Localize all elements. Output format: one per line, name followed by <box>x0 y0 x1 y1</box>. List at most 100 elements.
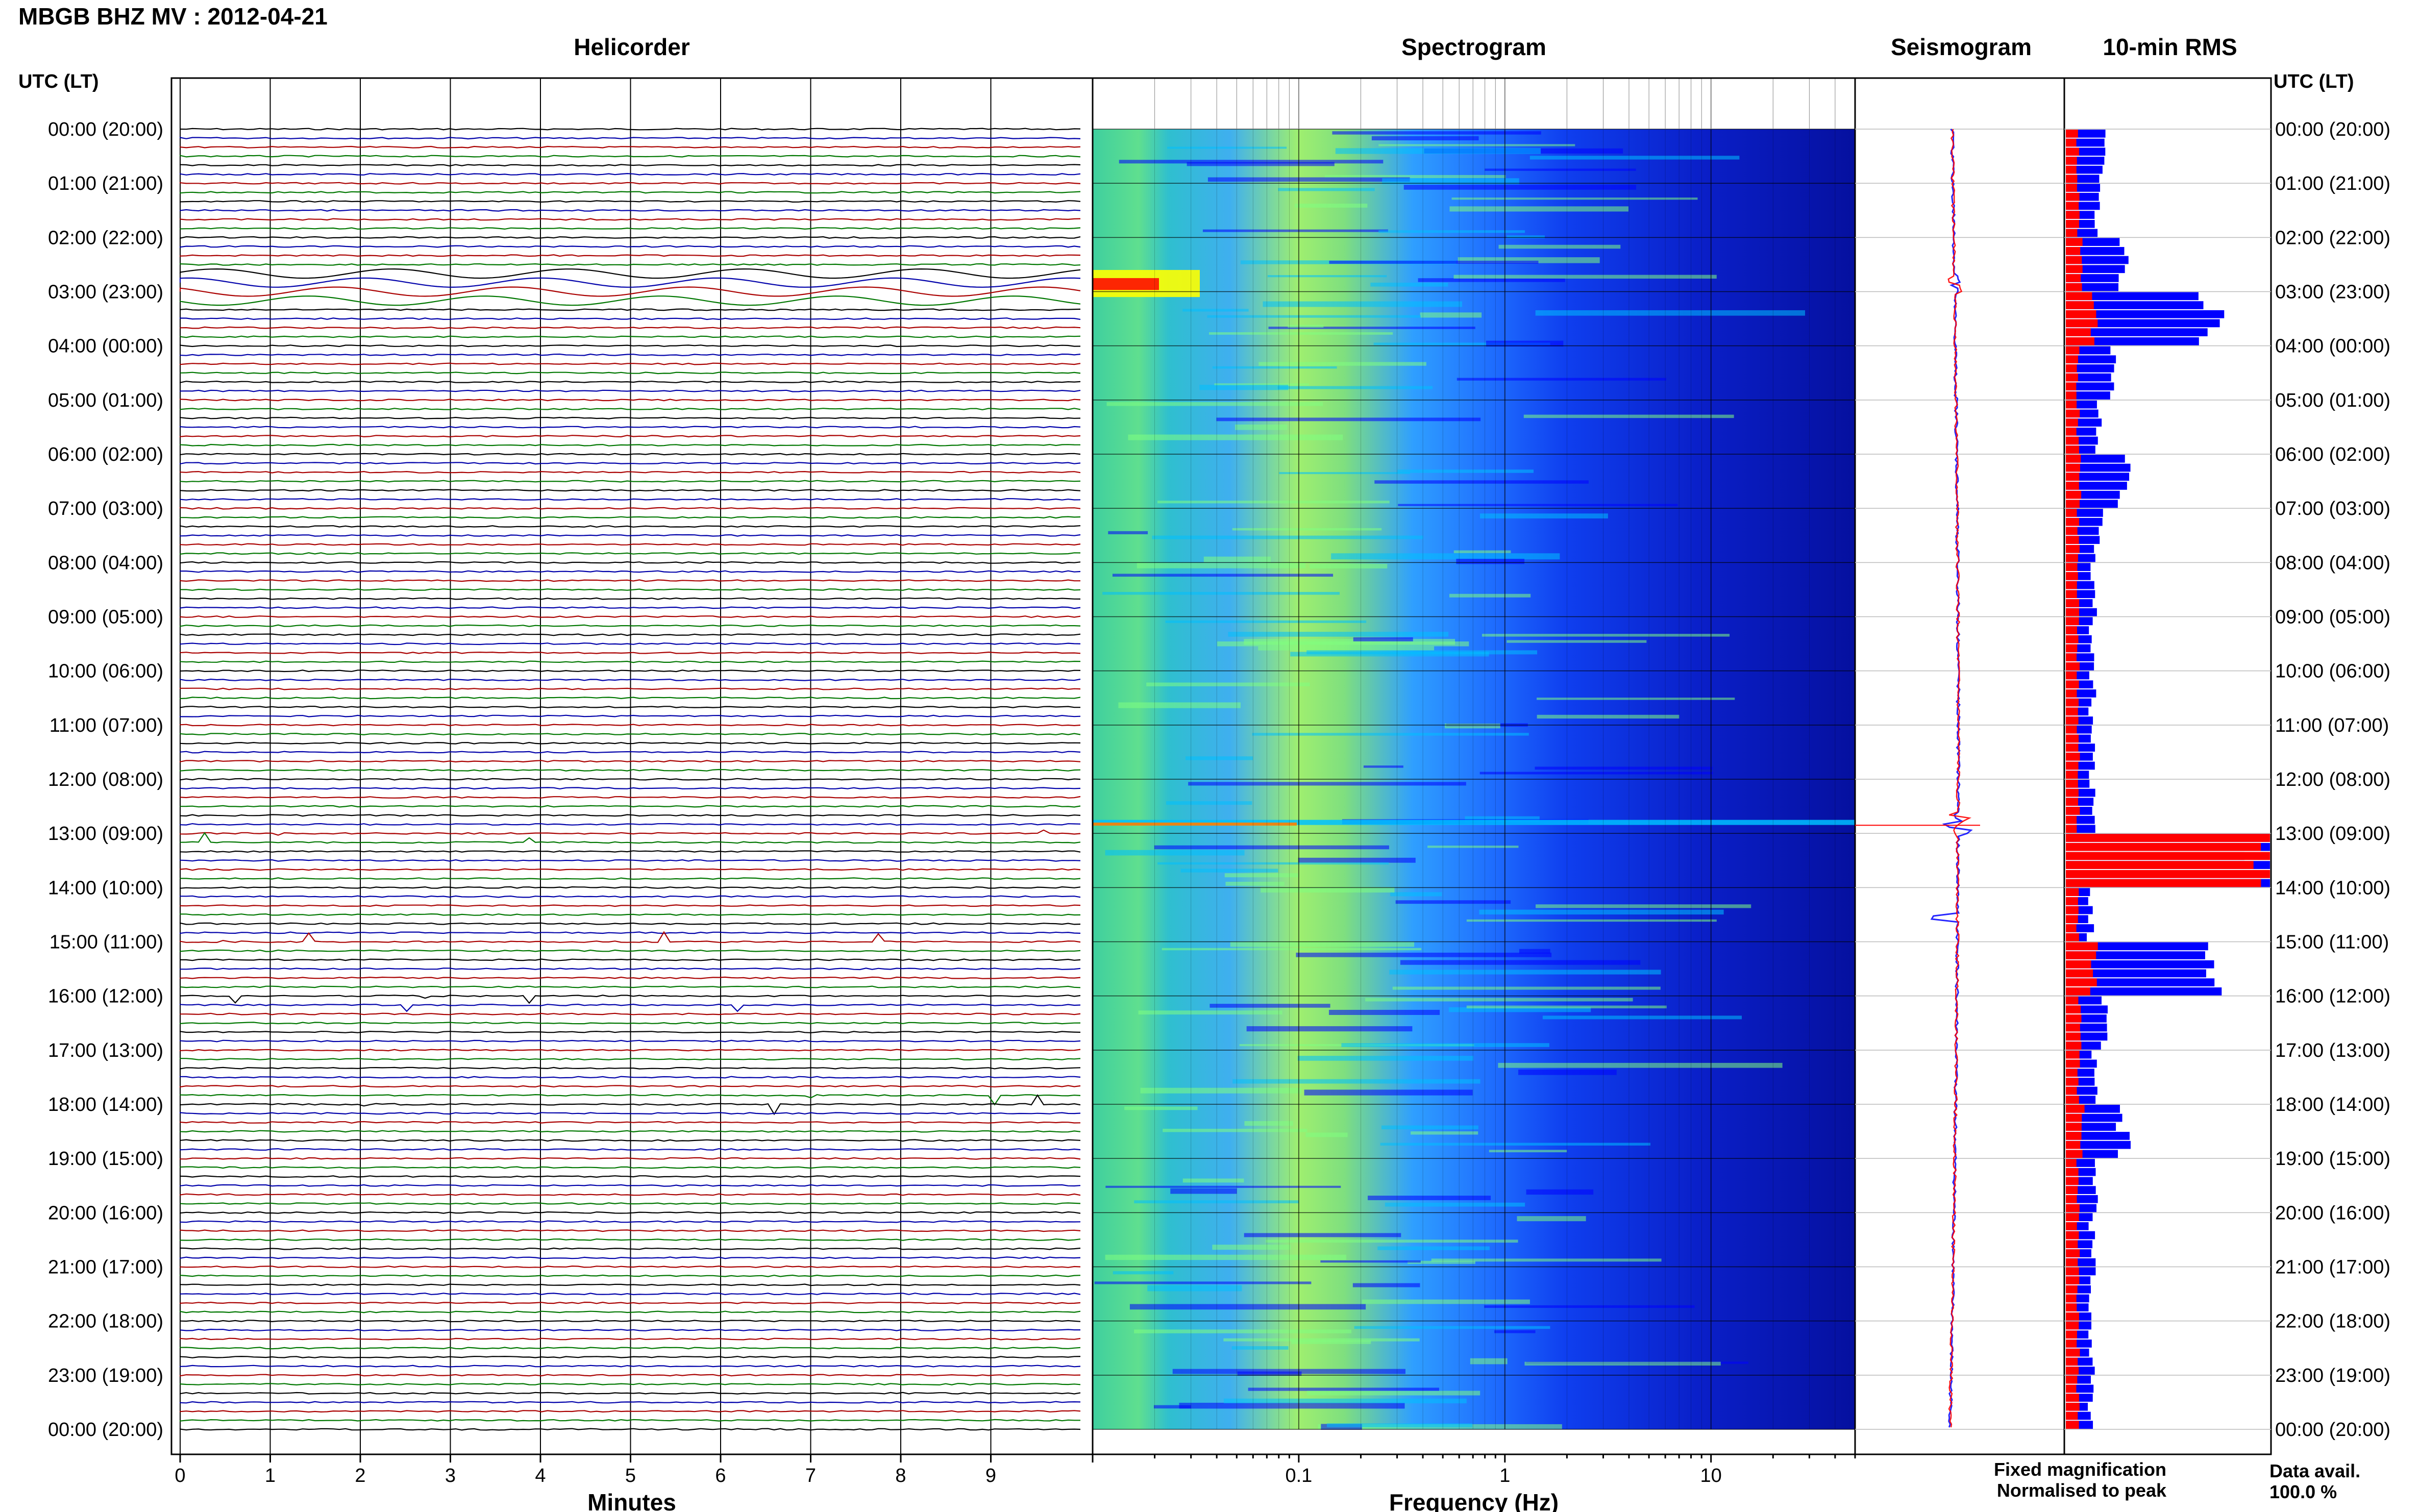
spectrogram-streak <box>1385 1202 1525 1207</box>
spectrogram-streak <box>1094 1281 1312 1284</box>
time-label-left: 00:00 (20:00) <box>48 1419 163 1441</box>
helicorder-row-trace <box>179 949 1081 952</box>
spectrogram-streak <box>1374 480 1589 484</box>
rms-bar-normalised <box>2066 1150 2083 1158</box>
time-label-left: 20:00 (16:00) <box>48 1202 163 1224</box>
helicorder-row-trace <box>179 525 1081 528</box>
spectrogram-streak <box>1182 309 1249 312</box>
rms-grid <box>2064 129 2271 1430</box>
time-label-right: 19:00 (15:00) <box>2275 1148 2390 1170</box>
helicorder-row-trace <box>180 588 1081 591</box>
spectrogram-streak <box>1102 591 1340 595</box>
spectrogram-streak <box>1163 1128 1307 1132</box>
rms-bar-normalised <box>2066 364 2077 373</box>
rms-bar-fixed <box>2066 969 2206 978</box>
spectrogram-streak <box>1352 1283 1420 1287</box>
helicorder-row-trace <box>180 128 1081 131</box>
helicorder-row-trace <box>179 218 1081 221</box>
rms-bar-fixed <box>2066 978 2215 986</box>
helicorder-tick-label: 4 <box>535 1465 546 1486</box>
helicorder-row-trace <box>179 1274 1081 1277</box>
time-label-left: 08:00 (04:00) <box>48 552 163 574</box>
helicorder-row-trace <box>179 561 1081 564</box>
time-label-left: 22:00 (18:00) <box>48 1311 163 1332</box>
rms-bar-normalised <box>2066 1086 2077 1095</box>
helicorder-row-trace <box>179 1374 1081 1377</box>
rms-bar-fixed <box>2066 987 2222 996</box>
spectrogram-streak <box>1479 909 1724 915</box>
rms-bar-normalised <box>2066 680 2079 689</box>
time-label-right: 22:00 (18:00) <box>2275 1311 2390 1332</box>
seismogram-grid <box>1855 129 2064 1430</box>
spectrogram-streak <box>1165 620 1367 623</box>
rms-bar-normalised <box>2066 1285 2078 1294</box>
spectrogram-streak <box>1228 632 1449 637</box>
spectrogram-streak <box>1252 733 1529 736</box>
helicorder-row-trace <box>179 534 1081 537</box>
spectrogram-streak <box>1518 1070 1617 1075</box>
spectrogram-streak <box>1523 414 1734 418</box>
spectrogram-streak <box>1418 278 1565 282</box>
spectrogram-streak <box>1324 175 1506 178</box>
rms-bar-normalised <box>2066 1023 2080 1032</box>
rms-bar-normalised <box>2066 996 2079 1005</box>
time-label-left: 17:00 (13:00) <box>48 1040 163 1061</box>
rms-bar-normalised <box>2066 175 2078 183</box>
helicorder-row-trace <box>179 1220 1081 1223</box>
helicorder-row-trace <box>179 1094 1081 1106</box>
spectrogram-streak <box>1278 188 1375 191</box>
rms-bar-fixed <box>2066 301 2204 309</box>
spectrogram-streak <box>1154 845 1389 850</box>
spectrogram-streak <box>1397 469 1534 473</box>
rms-bar-normalised <box>2066 978 2097 986</box>
spectrogram-streak <box>1479 772 1713 775</box>
helicorder-row-trace <box>179 904 1081 907</box>
rms-bar-normalised <box>2066 590 2077 599</box>
helicorder-minute-grid <box>180 78 992 1454</box>
helicorder-row-trace <box>179 1022 1081 1025</box>
helicorder-row-trace <box>179 164 1081 167</box>
helicorder-row-trace <box>179 435 1081 438</box>
helicorder-traces <box>179 128 1081 1431</box>
rms-bar-normalised <box>2066 653 2077 661</box>
helicorder-row-trace <box>179 1283 1081 1286</box>
helicorder-row-trace <box>179 670 1081 673</box>
spectrogram-streak <box>1119 160 1384 164</box>
helicorder-row-trace <box>179 353 1081 356</box>
spectrogram-streak <box>1453 275 1717 279</box>
rms-bar-normalised <box>2066 400 2077 409</box>
helicorder-row-trace <box>179 1112 1081 1115</box>
helicorder-row-trace <box>179 1175 1081 1178</box>
spectrogram-tick-label: 10 <box>1700 1465 1722 1486</box>
rms-bar-fixed <box>2066 337 2199 345</box>
rms-bar-normalised <box>2066 219 2079 228</box>
rms-bar-normalised <box>2066 969 2093 978</box>
rms-bar-normalised <box>2066 888 2079 897</box>
time-label-left: 05:00 (01:00) <box>48 390 163 411</box>
spectrogram-streak <box>1124 1106 1198 1110</box>
helicorder-row-trace <box>179 263 1081 266</box>
rms-bar-fixed <box>2066 942 2208 951</box>
spectrogram-streak <box>1451 197 1698 200</box>
rms-bar-normalised <box>2066 897 2078 905</box>
helicorder-row-trace <box>179 200 1081 203</box>
spectrogram-streak <box>1288 325 1324 328</box>
spectrogram-streak <box>1170 1188 1237 1194</box>
spectrogram-streak <box>1400 960 1641 965</box>
spectrogram-streak <box>1166 801 1252 805</box>
spectrogram-streak <box>1105 1185 1341 1188</box>
spectrogram-streak <box>1411 1131 1478 1135</box>
helicorder-row-trace <box>179 516 1081 519</box>
helicorder-row-trace <box>179 995 1081 1004</box>
helicorder-row-trace <box>179 286 1081 297</box>
helicorder-row-trace <box>179 191 1081 194</box>
helicorder-row-trace <box>180 958 1081 961</box>
helicorder-row-trace <box>179 633 1081 636</box>
rms-bar-normalised <box>2066 870 2270 878</box>
rms-bar-normalised <box>2066 698 2079 707</box>
rms-bar-normalised <box>2066 1096 2079 1104</box>
rms-bar-normalised <box>2066 1231 2079 1240</box>
spectrogram-streak <box>1118 702 1241 708</box>
spectrogram-streak <box>1186 756 1253 760</box>
spectrogram-streak <box>1536 904 1751 908</box>
